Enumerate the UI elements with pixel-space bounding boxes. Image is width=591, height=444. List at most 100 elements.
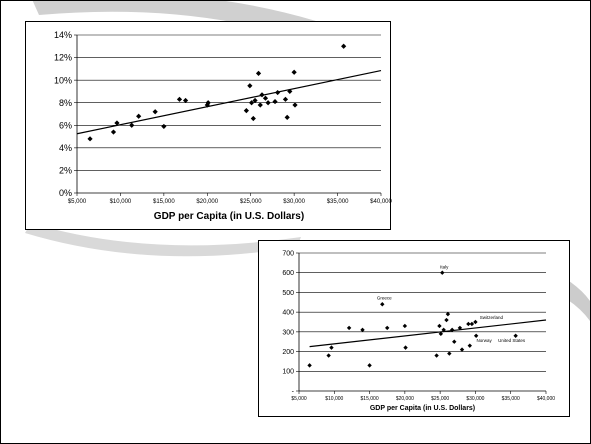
chart-1-inflation-vs-gdp: 0% 2% 4% 6% 8% 10% 12% 14% $5,000 $10,000 $15,000 $… bbox=[25, 21, 393, 230]
c2-y-tick-label: 200 bbox=[282, 349, 294, 356]
c2-data-point bbox=[452, 339, 457, 344]
c1-y-tick-label: 10% bbox=[54, 75, 72, 85]
c1-data-point bbox=[259, 92, 265, 98]
c1-data-point bbox=[287, 88, 293, 95]
c2-data-point bbox=[438, 331, 444, 337]
c2-y-tick-label: 500 bbox=[282, 290, 294, 297]
c2-data-point bbox=[434, 353, 439, 358]
c2-y-tick-label: 300 bbox=[282, 329, 294, 336]
c1-data-point bbox=[110, 129, 117, 135]
c2-data-point bbox=[403, 345, 408, 350]
c1-data-point bbox=[262, 95, 269, 101]
c2-data-point bbox=[441, 327, 446, 333]
c2-x-tick-label: $20,000 bbox=[396, 396, 414, 402]
c1-data-point bbox=[247, 83, 253, 89]
c1-data-point bbox=[252, 97, 258, 104]
c2-y-tick-label: 600 bbox=[282, 270, 294, 277]
c1-data-point bbox=[182, 97, 189, 104]
c1-x-tick-label: $10,000 bbox=[110, 199, 132, 205]
c1-data-point bbox=[243, 108, 249, 114]
c1-data-point bbox=[250, 115, 256, 122]
c2-data-point bbox=[437, 323, 442, 329]
c2-data-point bbox=[360, 327, 365, 333]
c1-y-tick-label: 6% bbox=[59, 120, 72, 130]
c2-data-point bbox=[380, 302, 385, 307]
c2-point-label: United States bbox=[498, 338, 526, 343]
c2-data-point bbox=[467, 343, 472, 348]
c1-x-tick-label: $5,000 bbox=[68, 199, 87, 205]
c1-data-point bbox=[152, 109, 158, 115]
c2-data-point bbox=[402, 323, 408, 329]
c1-y-tick-label: 12% bbox=[54, 53, 72, 63]
c1-x-tick-label: $20,000 bbox=[196, 199, 218, 205]
c2-data-point bbox=[385, 325, 390, 331]
c2-y-tick-label: 400 bbox=[282, 310, 294, 317]
c2-data-point bbox=[469, 321, 475, 327]
c2-y-tick-label: 100 bbox=[282, 369, 294, 376]
c1-data-point bbox=[136, 113, 142, 119]
c1-y-tick-label: 4% bbox=[59, 143, 72, 153]
c1-data-point bbox=[248, 100, 255, 106]
c2-data-point bbox=[444, 317, 449, 323]
c2-point-label: Greece bbox=[377, 295, 392, 300]
c1-data-point bbox=[275, 89, 281, 96]
c2-data-point bbox=[445, 311, 451, 317]
c1-y-tick-label: 8% bbox=[59, 98, 72, 108]
c2-point-label: Switzerland bbox=[480, 315, 504, 320]
c1-data-point bbox=[114, 120, 120, 126]
c2-data-point bbox=[329, 345, 334, 350]
c2-point-label: Italy bbox=[440, 265, 449, 270]
c1-data-point bbox=[291, 69, 297, 75]
c1-x-tick-label: $30,000 bbox=[283, 199, 305, 205]
c1-x-tick-label: $35,000 bbox=[327, 199, 349, 205]
chart-1-plot: 0% 2% 4% 6% 8% 10% 12% 14% $5,000 $10,000 $15,000 $… bbox=[54, 30, 393, 222]
c1-y-tick-label: 2% bbox=[59, 166, 72, 176]
chart-1-x-axis-title: GDP per Capita (in U.S. Dollars) bbox=[154, 211, 304, 222]
chart-2-plot: - 100 200 300 400 500 600 700 $5,000 $10,000 $15,0… bbox=[282, 250, 555, 412]
c1-y-tick-label: 14% bbox=[54, 30, 72, 40]
c1-data-point bbox=[87, 136, 93, 142]
c2-data-point bbox=[440, 270, 445, 275]
c1-data-point bbox=[255, 70, 262, 76]
c2-x-tick-label: $10,000 bbox=[325, 396, 343, 402]
c2-x-tick-label: $15,000 bbox=[361, 396, 379, 402]
c2-data-point bbox=[457, 325, 463, 331]
c1-data-point bbox=[161, 123, 167, 130]
chart-1-trendline bbox=[76, 69, 382, 135]
c2-data-point bbox=[326, 353, 331, 358]
c1-data-point bbox=[205, 100, 211, 106]
c2-y-tick-label: 700 bbox=[282, 250, 294, 257]
c2-data-point bbox=[473, 319, 478, 325]
c2-data-point bbox=[513, 333, 518, 338]
c1-x-tick-label: $15,000 bbox=[153, 199, 175, 205]
c2-x-tick-label: $40,000 bbox=[537, 396, 555, 402]
c2-x-tick-label: $30,000 bbox=[466, 396, 484, 402]
chart-2-trendline bbox=[309, 319, 547, 348]
c1-x-tick-label: $40,000 bbox=[370, 199, 392, 205]
c2-data-point bbox=[473, 333, 479, 338]
c1-data-point bbox=[129, 122, 135, 128]
c2-x-tick-label: $5,000 bbox=[291, 396, 307, 402]
c1-data-point bbox=[282, 96, 289, 102]
c1-data-point bbox=[292, 102, 298, 108]
c1-x-tick-label: $25,000 bbox=[240, 199, 262, 205]
c1-data-point bbox=[284, 114, 290, 120]
c2-data-point bbox=[307, 363, 312, 368]
c2-data-point bbox=[346, 325, 352, 331]
c1-data-point bbox=[341, 43, 347, 49]
c1-data-point bbox=[272, 98, 278, 105]
c1-y-tick-label: 0% bbox=[59, 188, 72, 198]
c2-data-point bbox=[449, 327, 455, 333]
c2-x-tick-label: $25,000 bbox=[431, 396, 449, 402]
c2-data-point bbox=[447, 351, 452, 356]
c1-data-point bbox=[257, 102, 263, 108]
c1-data-point bbox=[176, 96, 183, 102]
chart-2-x-axis-title: GDP per Capita (in U.S. Dollars) bbox=[370, 405, 475, 412]
c2-data-point bbox=[459, 347, 465, 352]
c1-data-point bbox=[265, 100, 271, 106]
c2-data-point bbox=[367, 363, 372, 368]
chart-2-scatter: - 100 200 300 400 500 600 700 $5,000 $10,000 $15,0… bbox=[258, 240, 570, 417]
c2-point-label: Norway bbox=[477, 338, 493, 343]
c2-y-tick-label: - bbox=[292, 388, 295, 395]
